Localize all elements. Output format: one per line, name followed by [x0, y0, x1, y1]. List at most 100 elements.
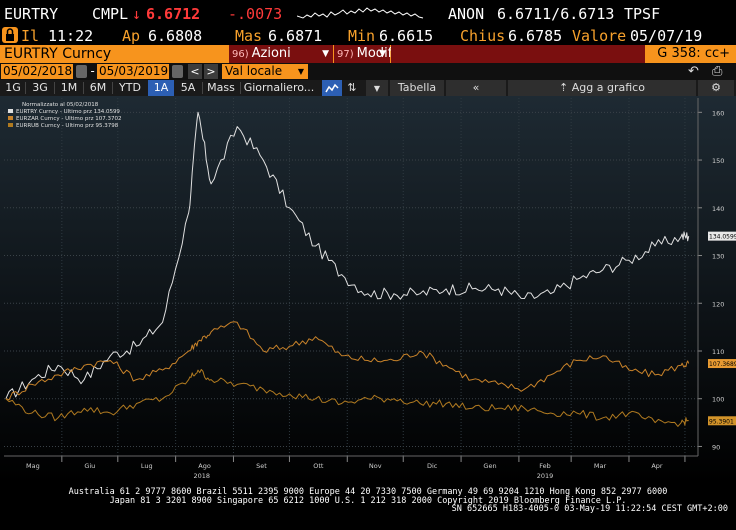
next-period-button[interactable]: >: [204, 64, 218, 79]
legend-swatch: [8, 116, 13, 120]
price-source: CMPL: [92, 5, 129, 23]
x-tick-label: Giu: [84, 462, 95, 470]
x-tick-label: Ott: [313, 462, 324, 470]
series-end-label: 95.3901: [709, 418, 734, 425]
divider: [240, 82, 241, 94]
series-end-label-box: [708, 359, 736, 369]
x-year-label: 2018: [193, 472, 210, 480]
actions-number: 96): [232, 49, 249, 60]
legend-swatch: [8, 109, 13, 113]
footer-contacts-line-2: Japan 81 3 3201 8900 Singapore 65 6212 1…: [109, 496, 627, 506]
chevron-down-icon: ▼: [297, 67, 304, 76]
arrows-icon[interactable]: ⇅: [347, 81, 357, 94]
series-end-label-box: [708, 416, 736, 426]
footer-session-info: SN 652665 H183-4005-0 03-May-19 11:22:54…: [451, 504, 728, 514]
security-title-bar: EURTRY Curncy 96) Azioni ▼ 97) Modif ▼ G 3…: [0, 45, 736, 63]
series-end-label: 134.0599: [709, 234, 736, 241]
edit-menu-button[interactable]: 97) Modif ▼: [334, 45, 393, 63]
quote-source: ANON: [448, 5, 485, 23]
x-tick-label: Feb: [539, 462, 551, 470]
end-date-field[interactable]: 05/03/2019: [97, 64, 169, 79]
x-tick-label: Mar: [594, 462, 607, 470]
line-chart-icon[interactable]: [322, 80, 342, 96]
actions-menu-button[interactable]: 96) Azioni ▼: [229, 45, 333, 63]
collapse-button[interactable]: «: [446, 80, 506, 96]
open-label: Ap: [122, 27, 141, 45]
tab-1g[interactable]: 1G: [5, 81, 21, 94]
tab-5a[interactable]: 5A: [180, 81, 196, 94]
high-value: 6.6871: [268, 27, 323, 45]
legend-swatch: [8, 123, 13, 127]
chart-type-dropdown[interactable]: ▼: [366, 80, 388, 96]
y-tick-label: 160: [712, 109, 724, 117]
date-dash: -: [89, 64, 97, 78]
footer-contacts-line-1: Australia 61 2 9777 8600 Brazil 5511 239…: [68, 487, 668, 497]
intraday-sparkline: [297, 7, 424, 19]
chart-background: [0, 96, 736, 484]
quote-header-row: EURTRY CMPL ↓ 6.6712 -.0073 ANON 6.6711/…: [0, 0, 736, 26]
high-label: Mas: [235, 27, 263, 45]
series-end-label-box: [708, 231, 736, 241]
edit-label: Modif: [356, 46, 393, 61]
print-icon[interactable]: ⎙: [712, 64, 723, 79]
currency-select[interactable]: Val locale ▼: [222, 64, 308, 79]
table-button[interactable]: Tabella: [390, 80, 444, 96]
y-tick-label: 120: [712, 300, 724, 308]
add-to-chart-button[interactable]: ⇡ Agg a grafico: [508, 80, 696, 96]
period-tabs-row: 1G 3G 1M 6M YTD 1A 5A Mass Giornaliero..…: [0, 80, 736, 96]
edit-number: 97): [337, 49, 354, 60]
tpsf-label: TPSF: [624, 5, 661, 23]
x-tick-label: Dic: [427, 462, 438, 470]
value-date: 05/07/19: [630, 27, 703, 45]
chart-number-label: G 358: cc+: [657, 46, 730, 61]
undo-icon[interactable]: ↶: [688, 64, 699, 79]
bid-ask: 6.6711/6.6713: [497, 5, 615, 23]
y-tick-label: 130: [712, 253, 724, 261]
tab-ytd[interactable]: YTD: [119, 81, 141, 94]
divider: [54, 82, 55, 94]
divider: [202, 82, 203, 94]
title-spacer: [391, 45, 645, 63]
down-arrow-icon: ↓: [132, 5, 142, 23]
low-label: Min: [348, 27, 376, 45]
date-range-bar: 05/02/2018 - 05/03/2019 < > Val locale ▼…: [0, 63, 736, 80]
series-line-1: [5, 111, 690, 399]
time-label: Il: [21, 27, 40, 45]
x-tick-label: Ago: [198, 462, 211, 470]
calendar-icon[interactable]: [76, 65, 87, 78]
lock-icon[interactable]: [2, 27, 18, 43]
y-tick-label: 150: [712, 157, 724, 165]
price-change: -.0073: [228, 5, 283, 23]
security-name: EURTRY Curncy: [4, 46, 112, 62]
tab-frequency[interactable]: Giornaliero...: [243, 81, 315, 94]
x-tick-label: Nov: [369, 462, 382, 470]
chevron-down-icon: ▼: [322, 49, 329, 59]
divider: [83, 82, 84, 94]
quote-stats-row: Il 11:22 Ap 6.6808 Mas 6.6871 Min 6.6615…: [0, 26, 736, 45]
x-tick-label: Gen: [483, 462, 496, 470]
last-price: 6.6712: [146, 5, 201, 23]
x-year-label: 2019: [537, 472, 554, 480]
tab-6m[interactable]: 6M: [89, 81, 107, 94]
gear-icon[interactable]: ⚙: [698, 80, 734, 96]
chevron-down-icon: ▼: [373, 84, 381, 93]
value-label: Valore: [572, 27, 627, 45]
legend-entry: EURRUB Curncy - Ultimo prz 95.3798: [16, 123, 119, 129]
y-tick-label: 100: [712, 396, 724, 404]
prev-period-button[interactable]: <: [188, 64, 202, 79]
start-date-field[interactable]: 05/02/2018: [1, 64, 73, 79]
tab-1a[interactable]: 1A: [148, 80, 174, 96]
divider: [112, 82, 113, 94]
tab-max[interactable]: Mass: [207, 81, 235, 94]
add-chart-icon: ⇡: [559, 81, 572, 94]
y-tick-label: 110: [712, 348, 724, 356]
tab-1m[interactable]: 1M: [60, 81, 78, 94]
tab-3g[interactable]: 3G: [32, 81, 48, 94]
line-chart[interactable]: 90 100 110 120 130 140 150 160 Mag Giu Lug Ago Set Ot…: [0, 96, 736, 484]
chevron-down-icon: ▼: [379, 49, 386, 59]
legend-entry: EURZAR Curncy - Ultimo prz 107.3702: [16, 116, 122, 122]
actions-label: Azioni: [251, 46, 291, 61]
x-tick-label: Apr: [651, 462, 663, 470]
open-value: 6.6808: [148, 27, 203, 45]
calendar-icon[interactable]: [172, 65, 183, 78]
